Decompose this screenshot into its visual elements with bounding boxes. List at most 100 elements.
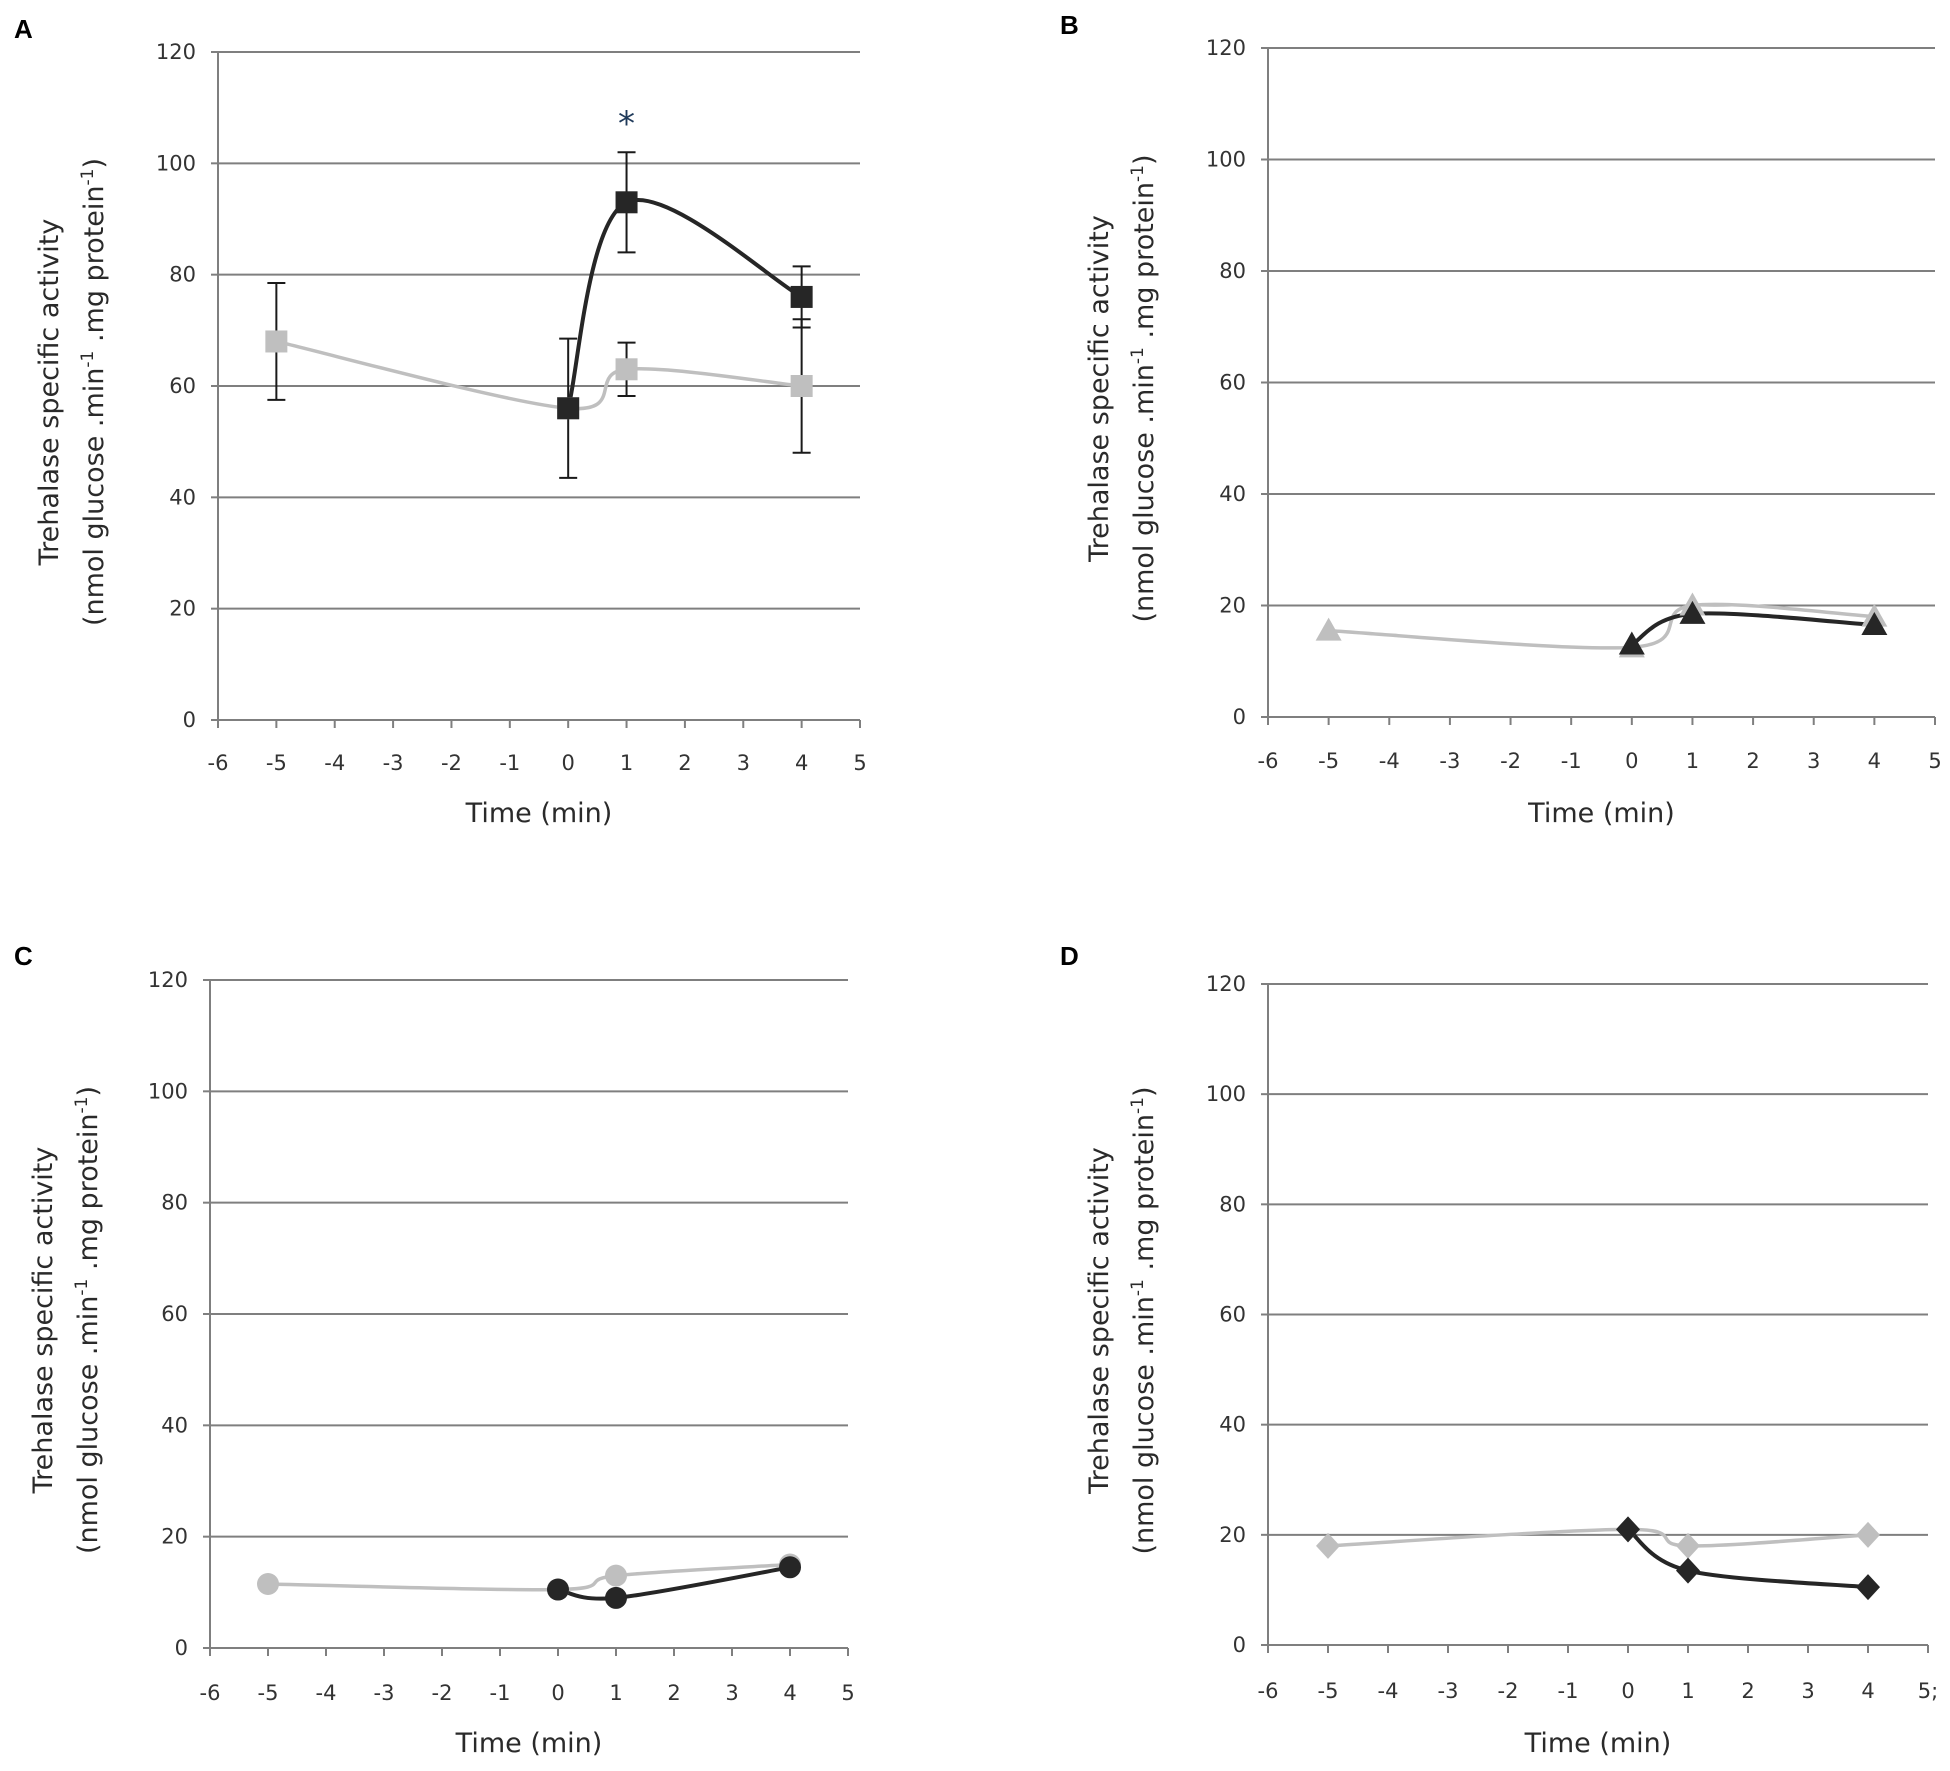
panel-d-light-data-point (1856, 1521, 1880, 1548)
panel-d-xtick-label: 5; (1918, 1679, 1938, 1703)
panel-c-xtick-label: -3 (374, 1681, 395, 1705)
panel-b-y-axis-title: Trehalase specific activity (1084, 215, 1115, 563)
panel-a-ytick-label: 0 (183, 708, 196, 732)
unit-text: .mg protein (73, 1113, 104, 1278)
panel-d-dark-data-point (1676, 1557, 1700, 1584)
panel-d-xtick-label: -3 (1438, 1679, 1459, 1703)
panel-c-xtick-label: 2 (667, 1681, 680, 1705)
panel-a-xtick-label: -6 (208, 751, 229, 775)
panel-c-dark-series-line (557, 1565, 791, 1601)
panel-b-ytick-label: 40 (1219, 482, 1246, 506)
panel-a-ytick-label: 40 (169, 485, 196, 509)
panel-d-xtick-label: -2 (1498, 1679, 1519, 1703)
panel-b-xtick-label: 0 (1625, 749, 1638, 773)
panel-d-y-axis-title: Trehalase specific activity (1084, 1147, 1115, 1495)
panel-a-xtick-label: -1 (499, 751, 520, 775)
panel-c-light-data-point (605, 1564, 627, 1587)
panel-c-xtick-label: -5 (258, 1681, 279, 1705)
panel-b-xtick-label: -4 (1379, 749, 1400, 773)
unit-superscript: -1 (1128, 1279, 1148, 1296)
panel-d: D 0 20 40 60 80 100 120 -6 -5 -4 -3 -2 -1 0 1 2 3 4 5; Time … (1060, 941, 1938, 1759)
panel-d-ytick-label: 20 (1219, 1523, 1246, 1547)
panel-a-xtick-label: -5 (266, 751, 287, 775)
panel-a-y-axis-units: (nmol glucose .min-1 .mg protein-1) (78, 158, 110, 626)
panel-c-xtick-label: -6 (200, 1681, 221, 1705)
panel-c-dark-data-point (547, 1578, 569, 1601)
panel-a-ytick-label: 120 (156, 40, 196, 64)
panel-a-xtick-label: 2 (678, 751, 691, 775)
panel-b-xtick-label: 1 (1686, 749, 1699, 773)
unit-text: ) (1129, 154, 1160, 165)
panel-d-xtick-label: -1 (1558, 1679, 1579, 1703)
panel-b-light-series-line (1328, 602, 1875, 650)
panel-d-xtick-label: 1 (1681, 1679, 1694, 1703)
panel-a-light-data-point (265, 330, 288, 353)
unit-superscript: -1 (72, 1097, 92, 1114)
panel-a-xtick-label: -3 (383, 751, 404, 775)
panel-a-x-axis-title: Time (min) (465, 798, 613, 829)
panel-c-ytick-label: 40 (161, 1413, 188, 1437)
panel-b-dark-series-line (1630, 611, 1875, 647)
panel-a-dark-data-point (557, 397, 580, 420)
panel-b-ytick-label: 120 (1206, 36, 1246, 60)
unit-text: .mg protein (1129, 182, 1160, 347)
panel-d-letter: D (1060, 941, 1079, 971)
panel-a-ytick-label: 60 (169, 374, 196, 398)
panel-d-x-axis-title: Time (min) (1524, 1728, 1672, 1759)
panel-b-xtick-label: 4 (1868, 749, 1881, 773)
panel-a-xtick-label: 3 (737, 751, 750, 775)
panel-a-light-data-point (790, 375, 813, 397)
panel-b-xtick-label: 2 (1746, 749, 1759, 773)
panel-b-xtick-label: -2 (1500, 749, 1521, 773)
unit-text: ) (1129, 1086, 1160, 1097)
panel-d-xtick-label: 0 (1621, 1679, 1634, 1703)
panel-c-light-data-point (257, 1572, 279, 1595)
unit-superscript: -1 (1128, 165, 1148, 182)
panel-a-significance-asterisk: * (618, 104, 635, 144)
panel-d-xtick-label: -4 (1378, 1679, 1399, 1703)
panel-c-xtick-label: -4 (316, 1681, 337, 1705)
panel-a-xtick-label: -2 (441, 751, 462, 775)
panel-d-light-data-point (1676, 1532, 1700, 1559)
panel-c-ytick-label: 120 (148, 968, 188, 992)
panel-d-xtick-label: 4 (1861, 1679, 1874, 1703)
unit-text: ) (73, 1086, 104, 1097)
panel-a-ytick-label: 20 (169, 597, 196, 621)
panel-c-xtick-label: 0 (551, 1681, 564, 1705)
panel-d-y-axis-units: (nmol glucose .min-1 .mg protein-1) (1128, 1086, 1160, 1554)
panel-b-xtick-label: -5 (1318, 749, 1339, 773)
panel-b-light-data-point (1315, 617, 1342, 641)
unit-text: (nmol glucose .min (79, 368, 110, 626)
panel-c-letter: C (14, 941, 33, 971)
panel-a-light-data-point (615, 358, 638, 381)
panel-b-ytick-label: 100 (1206, 148, 1246, 172)
panel-a-xtick-label: 5 (853, 751, 866, 775)
panel-b-xtick-label: -6 (1258, 749, 1279, 773)
panel-b-y-axis-units: (nmol glucose .min-1 .mg protein-1) (1128, 154, 1160, 622)
panel-d-ytick-label: 0 (1233, 1633, 1246, 1657)
panel-c-ytick-label: 0 (175, 1636, 188, 1660)
panel-d-ytick-label: 40 (1219, 1413, 1246, 1437)
panel-b-dark-data-point (1618, 631, 1645, 655)
panel-a-xtick-label: -4 (324, 751, 345, 775)
panel-b-xtick-label: 5 (1928, 749, 1941, 773)
panel-d-xtick-label: -5 (1318, 1679, 1339, 1703)
panel-a-xtick-label: 0 (561, 751, 574, 775)
panel-c-xtick-label: -1 (490, 1681, 511, 1705)
unit-superscript: -1 (72, 1279, 92, 1296)
panel-a-dark-data-point (790, 285, 813, 308)
panel-a-y-axis-title: Trehalase specific activity (34, 219, 65, 567)
panel-c-xtick-label: 3 (725, 1681, 738, 1705)
panel-c-xtick-label: 5 (841, 1681, 854, 1705)
panel-c-light-series-line (267, 1562, 791, 1592)
panel-c-dark-data-point (779, 1556, 801, 1579)
panel-c-xtick-label: 4 (783, 1681, 796, 1705)
unit-text: (nmol glucose .min (73, 1296, 104, 1554)
unit-text: (nmol glucose .min (1129, 364, 1160, 622)
panel-d-ytick-label: 100 (1206, 1082, 1246, 1106)
panel-b-x-axis-title: Time (min) (1527, 798, 1675, 829)
panel-a-dark-data-point (615, 191, 638, 214)
panel-a-letter: A (14, 14, 33, 44)
panel-b-xtick-label: -3 (1439, 749, 1460, 773)
